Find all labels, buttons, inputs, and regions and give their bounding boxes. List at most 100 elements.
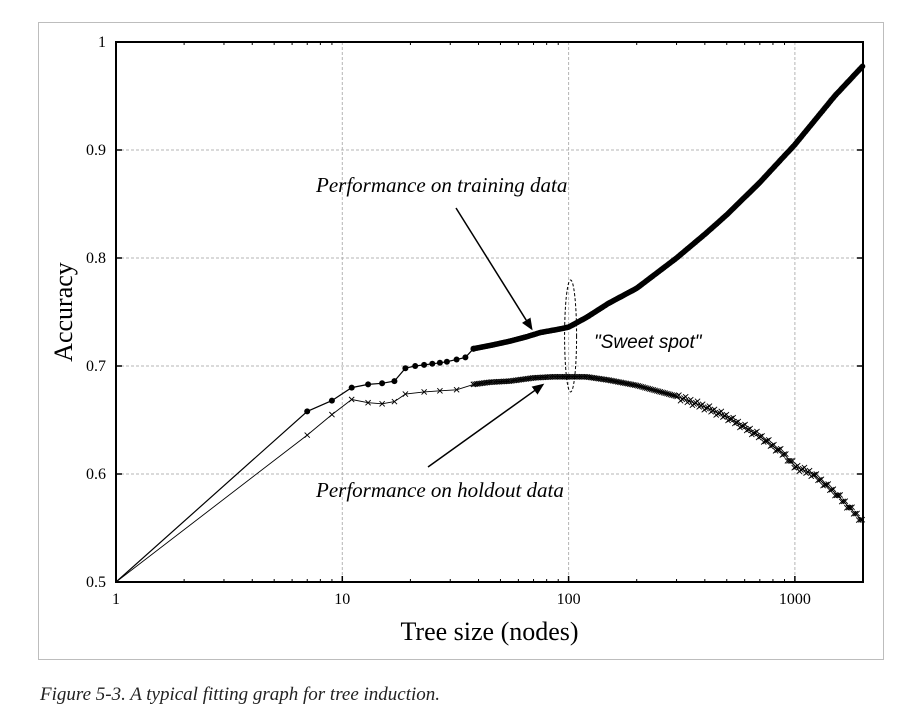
series-layer: [115, 63, 866, 583]
holdout-point: [811, 471, 818, 478]
holdout-point: [759, 432, 765, 439]
training-line: [115, 65, 864, 583]
holdout-point: [815, 477, 821, 484]
holdout-point: [787, 457, 794, 464]
y-tick-label: 0.8: [86, 250, 106, 267]
training-point: [391, 378, 398, 385]
training-point: [328, 397, 335, 404]
holdout-point: [781, 451, 787, 458]
holdout-point: [776, 446, 782, 453]
holdout-point: [640, 384, 647, 391]
holdout-point: [842, 498, 849, 505]
holdout-point: [782, 451, 789, 457]
y-tick-label: 0.6: [86, 466, 106, 483]
holdout-point: [818, 476, 825, 483]
training-arrow: [455, 207, 533, 331]
holdout-point: [348, 396, 355, 403]
x-tick-label: 1: [112, 591, 120, 608]
training-series: [115, 63, 866, 583]
holdout-point: [733, 419, 740, 426]
holdout-point: [379, 400, 386, 407]
sweet-spot-label: "Sweet spot": [594, 332, 703, 353]
holdout-point: [718, 408, 725, 415]
holdout-point: [687, 396, 694, 403]
holdout-point: [647, 386, 653, 392]
grid-lines: [115, 41, 864, 583]
holdout-point: [675, 392, 682, 399]
holdout-point: [652, 387, 659, 394]
holdout-point: [631, 382, 638, 388]
holdout-point: [648, 386, 655, 393]
holdout-point: [726, 416, 733, 423]
training-point: [443, 358, 450, 365]
holdout-point: [329, 411, 335, 418]
holdout-point: [655, 388, 662, 395]
training-point: [462, 354, 469, 361]
holdout-point: [670, 392, 677, 399]
holdout-point: [772, 447, 779, 454]
holdout-point: [835, 492, 842, 499]
holdout-point: [645, 385, 652, 392]
y-axis-title: Accuracy: [49, 262, 78, 362]
holdout-point: [743, 427, 750, 434]
holdout-point: [813, 471, 820, 477]
holdout-point: [810, 472, 816, 479]
y-tick-label: 0.9: [86, 142, 106, 159]
holdout-point: [453, 386, 460, 393]
holdout-point: [636, 383, 643, 390]
holdout-point: [801, 464, 808, 471]
training-point: [453, 356, 460, 363]
holdout-point: [764, 437, 771, 444]
holdout-point: [667, 391, 674, 398]
holdout-point: [672, 393, 679, 399]
holdout-point: [777, 445, 784, 452]
training-point: [429, 360, 436, 367]
holdout-point: [828, 486, 835, 493]
holdout-point: [730, 414, 737, 421]
holdout-point: [750, 430, 757, 437]
holdout-point: [737, 424, 743, 431]
y-tick-label: 0.7: [86, 358, 106, 375]
holdout-point: [820, 482, 827, 489]
holdout-point: [816, 476, 823, 483]
holdout-point: [735, 418, 742, 425]
holdout-point: [755, 434, 762, 441]
holdout-point: [791, 464, 798, 471]
holdout-point: [826, 487, 833, 494]
training-point: [421, 361, 428, 368]
training-point: [365, 381, 372, 388]
holdout-series: [115, 373, 866, 583]
holdout-point: [794, 462, 801, 469]
holdout-point: [852, 510, 859, 517]
training-point: [859, 63, 866, 70]
holdout-point: [711, 406, 718, 413]
holdout-point: [738, 423, 745, 430]
holdout-point: [767, 443, 774, 449]
holdout-point: [699, 401, 706, 408]
holdout-point: [664, 390, 670, 397]
holdout-point: [859, 516, 866, 523]
holdout-point: [665, 391, 672, 398]
training-point: [402, 365, 409, 372]
holdout-point: [825, 481, 832, 487]
holdout-point: [669, 392, 675, 398]
holdout-point: [653, 387, 660, 394]
holdout-annotation: Performance on holdout data: [315, 478, 564, 502]
y-tick-label: 0.5: [86, 574, 106, 591]
x-tick-label: 100: [557, 591, 581, 608]
holdout-point: [789, 457, 796, 464]
holdout-point: [823, 481, 830, 488]
x-tick-label: 1000: [779, 591, 811, 608]
holdout-point: [436, 387, 443, 394]
holdout-point: [754, 428, 760, 435]
holdout-point: [731, 420, 738, 427]
holdout-point: [830, 486, 837, 493]
holdout-point: [779, 451, 786, 458]
holdout-point: [402, 391, 409, 397]
holdout-point: [650, 387, 657, 393]
holdout-point: [770, 441, 777, 448]
holdout-point: [391, 398, 398, 405]
training-point: [436, 359, 443, 366]
x-axis-title: Tree size (nodes): [400, 617, 578, 646]
